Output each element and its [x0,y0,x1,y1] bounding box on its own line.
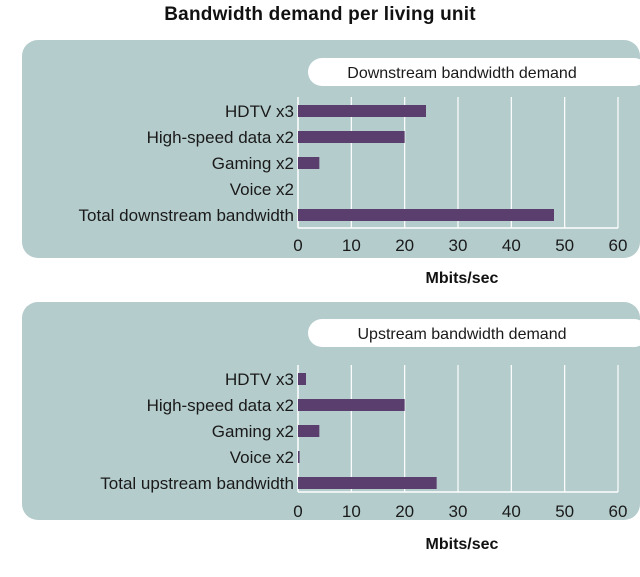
chart-title: Bandwidth demand per living unit [164,4,476,25]
downstream-tick-label: 40 [502,236,521,255]
downstream-tick-label: 50 [555,236,574,255]
upstream-category-label: Total upstream bandwidth [100,474,294,493]
downstream-bar [298,131,405,143]
downstream-tick-label: 20 [395,236,414,255]
downstream-tick-label: 0 [293,236,302,255]
upstream-bar [298,425,320,437]
downstream-panel [22,40,640,258]
downstream-bar [298,105,426,117]
upstream-bar [298,477,437,489]
upstream-title-pill [308,319,640,347]
upstream-bar [298,399,405,411]
downstream-tick-label: 30 [449,236,468,255]
downstream-bar [298,157,320,169]
upstream-x-axis-label: Mbits/sec [426,536,499,553]
upstream-category-label: HDTV x3 [225,370,294,389]
downstream-category-label: High-speed data x2 [147,128,294,147]
downstream-category-label: Voice x2 [230,180,294,199]
upstream-tick-label: 0 [293,502,302,521]
downstream-category-label: HDTV x3 [225,102,294,121]
downstream-bar [298,209,554,221]
upstream-tick-label: 30 [449,502,468,521]
upstream-tick-label: 40 [502,502,521,521]
upstream-category-label: Voice x2 [230,448,294,467]
upstream-bar [298,373,306,385]
downstream-tick-label: 60 [609,236,628,255]
downstream-category-label: Total downstream bandwidth [79,206,294,225]
downstream-chart-title: Downstream bandwidth demand [347,65,576,82]
upstream-category-label: Gaming x2 [212,422,294,441]
downstream-category-label: Gaming x2 [212,154,294,173]
upstream-tick-label: 10 [342,502,361,521]
upstream-chart-title: Upstream bandwidth demand [357,326,566,343]
upstream-tick-label: 50 [555,502,574,521]
upstream-tick-label: 20 [395,502,414,521]
upstream-category-label: High-speed data x2 [147,396,294,415]
downstream-tick-label: 10 [342,236,361,255]
downstream-x-axis-label: Mbits/sec [426,270,499,287]
downstream-title-pill [308,58,640,86]
upstream-bar [298,451,300,463]
upstream-tick-label: 60 [609,502,628,521]
